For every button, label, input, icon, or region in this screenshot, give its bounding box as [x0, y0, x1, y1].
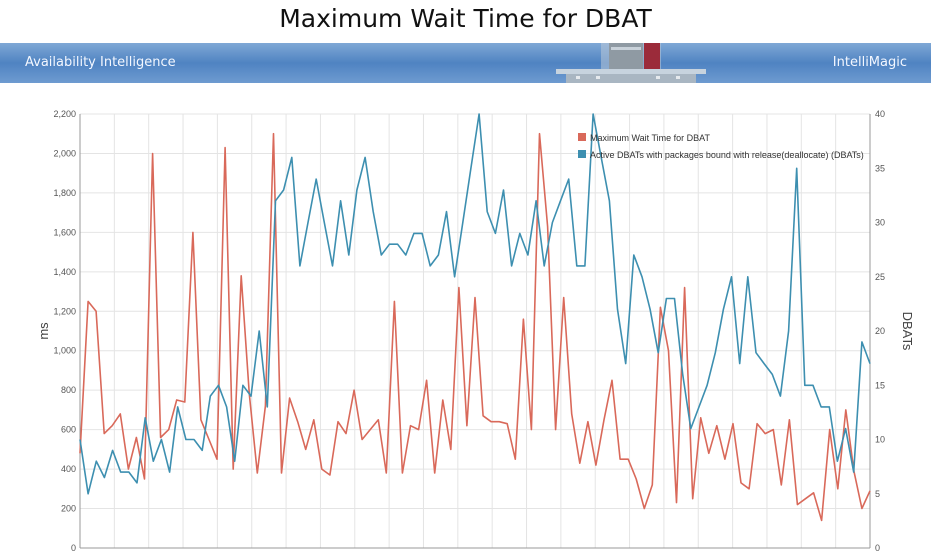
series-line-wait-time: [79, 132, 871, 522]
y-tick-label: 200: [61, 504, 76, 514]
y2-tick-label: 20: [875, 326, 885, 336]
y2-tick-label: 15: [875, 380, 885, 390]
banner-right-label: IntelliMagic: [832, 55, 907, 70]
series-line-active-dbats: [79, 113, 871, 495]
y2-tick-label: 35: [875, 163, 885, 173]
y-tick-label: 400: [61, 464, 76, 474]
y-tick-label: 600: [61, 425, 76, 435]
y-tick-label: 2,200: [53, 109, 76, 119]
y2-tick-label: 0: [875, 543, 880, 553]
legend-swatch-dbats: [578, 150, 586, 158]
y-tick-label: 800: [61, 385, 76, 395]
header-banner: Availability Intelligence IntelliMagic: [0, 43, 931, 83]
series-layer: [79, 113, 871, 522]
y-tick-label: 1,400: [53, 267, 76, 277]
tower-graphic: [556, 43, 706, 83]
y2-tick-label: 5: [875, 489, 880, 499]
y-tick-label: 1,200: [53, 306, 76, 316]
slide-title: Maximum Wait Time for DBAT: [279, 4, 652, 33]
banner-left-label: Availability Intelligence: [25, 55, 176, 70]
y-tick-label: 2,000: [53, 148, 76, 158]
y-axis-label: ms: [36, 322, 51, 340]
legend-label-wait: Maximum Wait Time for DBAT: [590, 133, 711, 143]
legend-label-dbats: Active DBATs with packages bound with re…: [590, 150, 864, 160]
y2-axis-label: DBATs: [900, 312, 915, 351]
y-tick-label: 1,000: [53, 346, 76, 356]
line-chart: 02004006008001,0001,2001,4001,6001,8002,…: [36, 109, 915, 553]
y-tick-label: 0: [71, 543, 76, 553]
y2-tick-label: 30: [875, 218, 885, 228]
legend: Maximum Wait Time for DBAT Active DBATs …: [578, 133, 864, 160]
y-tick-label: 1,800: [53, 188, 76, 198]
legend-swatch-wait: [578, 133, 586, 141]
y2-tick-label: 10: [875, 435, 885, 445]
chart-grid: [79, 113, 871, 549]
y2-tick-label: 25: [875, 272, 885, 282]
y-tick-label: 1,600: [53, 227, 76, 237]
y2-tick-label: 40: [875, 109, 885, 119]
left-axis: 0 200 400 600 800 1,000 1,200 1,400 1,600 1,800 2,…: [53, 109, 76, 553]
right-axis: 0 5 10 15 20 25 30 35 40: [875, 109, 885, 553]
